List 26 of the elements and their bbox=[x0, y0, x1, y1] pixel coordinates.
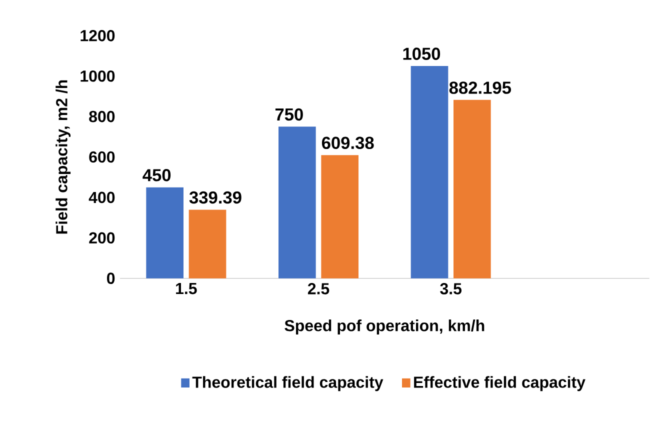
data-label: 750 bbox=[275, 108, 303, 121]
y-tick-label: 200 bbox=[89, 232, 115, 244]
data-label: 609.38 bbox=[322, 136, 374, 150]
data-label: 339.39 bbox=[189, 191, 242, 204]
y-tick-label: 1000 bbox=[80, 70, 115, 82]
x-axis-title: Speed pof operation, km/h bbox=[284, 320, 484, 334]
y-tick-label: 800 bbox=[89, 110, 115, 122]
bar bbox=[188, 210, 226, 278]
bar bbox=[146, 187, 184, 278]
y-axis-title: Field capacity, m2 /h bbox=[56, 80, 71, 234]
y-tick-label: 0 bbox=[107, 272, 115, 284]
y-tick-label: 600 bbox=[89, 151, 115, 163]
data-label: 1050 bbox=[403, 48, 440, 60]
x-tick-label: 2.5 bbox=[308, 283, 330, 294]
bar bbox=[321, 155, 358, 278]
data-label: 450 bbox=[142, 169, 171, 182]
data-label: 882.195 bbox=[449, 82, 512, 94]
y-tick-label: 400 bbox=[88, 192, 115, 204]
y-tick-label: 1200 bbox=[80, 30, 115, 42]
x-tick-label: 1.5 bbox=[176, 283, 197, 294]
x-tick-label: 3.5 bbox=[440, 283, 462, 294]
legend-label: Theoretical field capacity bbox=[192, 376, 384, 392]
bar bbox=[278, 126, 316, 278]
bar bbox=[410, 66, 448, 278]
bar bbox=[454, 100, 491, 278]
legend-label: Effective field capacity bbox=[414, 376, 586, 392]
